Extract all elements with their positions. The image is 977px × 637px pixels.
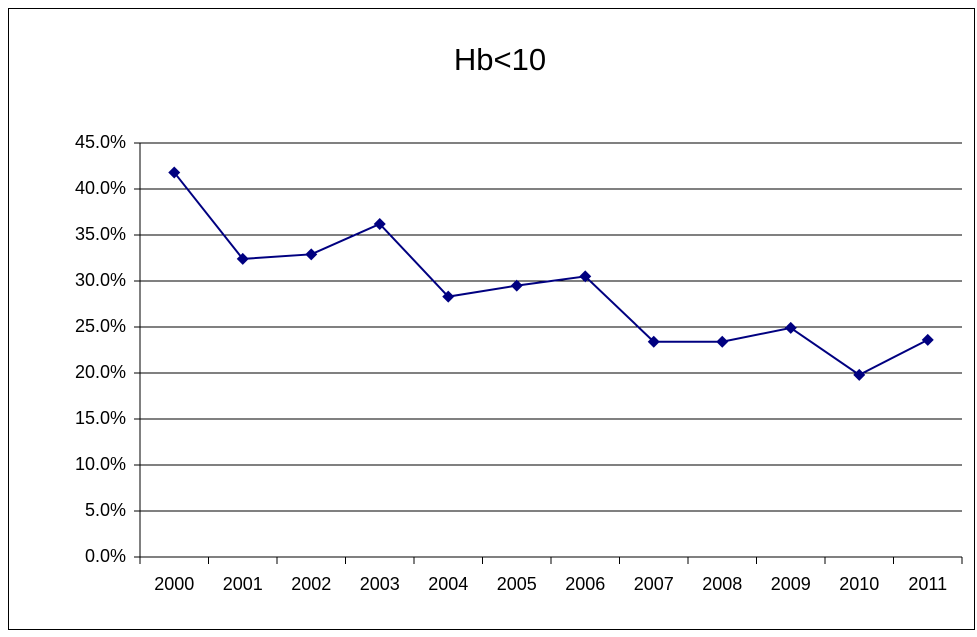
- data-point: [579, 270, 592, 283]
- y-tick-label: 5.0%: [85, 500, 126, 520]
- x-tick-label: 2000: [154, 574, 194, 594]
- x-tick-label: 2003: [360, 574, 400, 594]
- data-point: [373, 217, 386, 230]
- data-point: [168, 166, 181, 179]
- chart-title: Hb<10: [454, 42, 546, 77]
- y-tick-label: 0.0%: [85, 546, 126, 566]
- data-line: [173, 171, 929, 377]
- data-point: [442, 290, 455, 303]
- data-point: [853, 368, 866, 381]
- data-point: [716, 335, 729, 348]
- y-tick-label: 40.0%: [75, 178, 126, 198]
- y-tick-label: 10.0%: [75, 454, 126, 474]
- x-tick-label: 2010: [839, 574, 879, 594]
- x-tick-label: 2001: [223, 574, 263, 594]
- y-tick-label: 15.0%: [75, 408, 126, 428]
- x-tick-label: 2008: [702, 574, 742, 594]
- y-tick-label: 30.0%: [75, 270, 126, 290]
- data-point: [236, 252, 249, 265]
- chart-border: [8, 8, 975, 630]
- data-point: [784, 321, 797, 334]
- x-tick-label: 2004: [428, 574, 468, 594]
- data-point: [305, 248, 318, 261]
- x-tick-label: 2005: [497, 574, 537, 594]
- y-tick-label: 20.0%: [75, 362, 126, 382]
- data-point: [647, 335, 660, 348]
- y-tick-label: 45.0%: [75, 132, 126, 152]
- x-tick-label: 2006: [565, 574, 605, 594]
- x-tick-label: 2009: [771, 574, 811, 594]
- data-point: [510, 279, 523, 292]
- y-tick-label: 25.0%: [75, 316, 126, 336]
- x-tick-label: 2002: [291, 574, 331, 594]
- data-point: [921, 333, 934, 346]
- x-tick-label: 2007: [634, 574, 674, 594]
- y-tick-label: 35.0%: [75, 224, 126, 244]
- x-tick-label: 2011: [908, 574, 947, 594]
